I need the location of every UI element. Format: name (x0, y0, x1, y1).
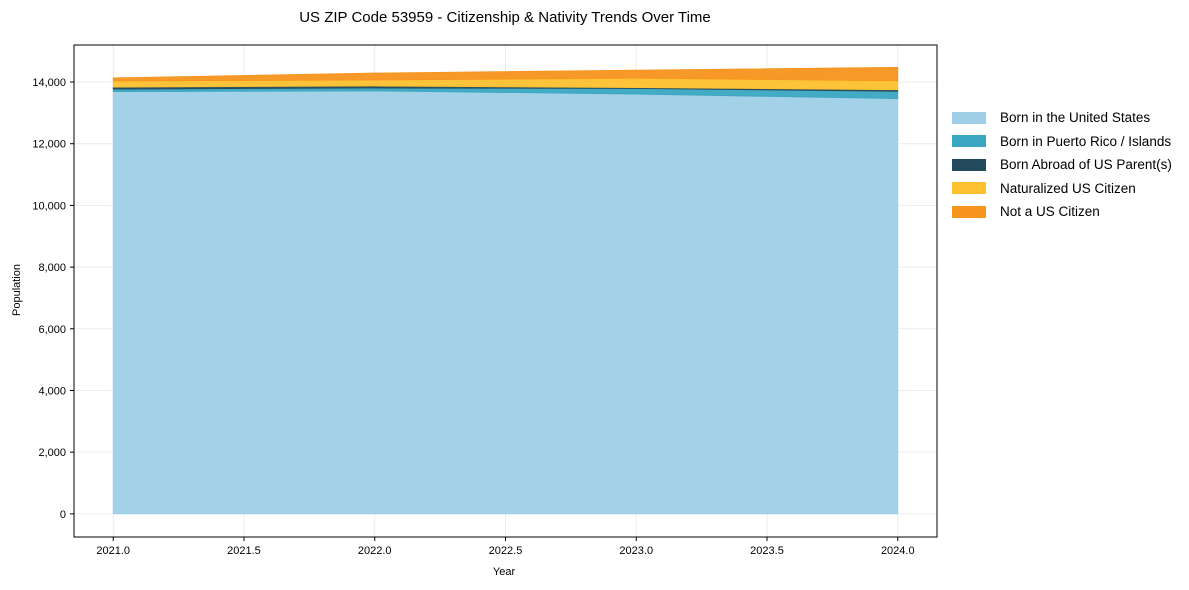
legend-label: Born Abroad of US Parent(s) (1000, 157, 1172, 173)
legend: Born in the United States Born in Puerto … (952, 106, 1172, 224)
legend-item: Born in the United States (952, 106, 1172, 130)
x-tick-label: 2023.5 (750, 545, 784, 557)
y-tick-label: 4,000 (38, 385, 66, 397)
y-tick-label: 6,000 (38, 324, 66, 336)
legend-swatch (952, 158, 986, 171)
legend-item: Naturalized US Citizen (952, 177, 1172, 201)
x-tick-label: 2021.0 (96, 545, 130, 557)
area-series-4 (112, 66, 899, 82)
legend-item: Not a US Citizen (952, 200, 1172, 224)
x-tick-label: 2022.0 (358, 545, 392, 557)
y-tick-label: 8,000 (38, 262, 66, 274)
legend-item: Born Abroad of US Parent(s) (952, 153, 1172, 177)
legend-swatch (952, 111, 986, 124)
y-tick-label: 14,000 (32, 77, 66, 89)
area-series-0 (112, 90, 899, 515)
legend-label: Not a US Citizen (1000, 204, 1100, 220)
y-tick-label: 12,000 (32, 139, 66, 151)
y-tick-label: 10,000 (32, 200, 66, 212)
chart-title: US ZIP Code 53959 - Citizenship & Nativi… (299, 9, 711, 26)
x-tick-label: 2023.0 (619, 545, 653, 557)
legend-swatch (952, 135, 986, 148)
legend-swatch (952, 182, 986, 195)
legend-label: Naturalized US Citizen (1000, 180, 1136, 196)
legend-label: Born in the United States (1000, 110, 1151, 126)
y-tick-label: 0 (60, 509, 66, 521)
legend-swatch (952, 205, 986, 218)
y-axis-label: Population (11, 264, 23, 316)
legend-label: Born in Puerto Rico / Islands (1000, 133, 1172, 149)
x-axis-label: Year (492, 566, 516, 578)
x-tick-label: 2021.5 (227, 545, 261, 557)
y-tick-label: 2,000 (38, 447, 66, 459)
x-tick-label: 2024.0 (881, 545, 915, 557)
legend-item: Born in Puerto Rico / Islands (952, 130, 1172, 154)
x-tick-label: 2022.5 (489, 545, 523, 557)
